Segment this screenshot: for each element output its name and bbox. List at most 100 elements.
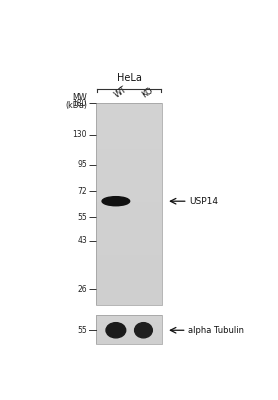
Bar (96, 139, 162, 140)
Bar (96, 268, 162, 269)
Bar (96, 211, 162, 212)
Text: alpha Tubulin: alpha Tubulin (188, 326, 244, 335)
Bar (96, 160, 162, 161)
Bar (96, 230, 162, 232)
Bar (96, 171, 162, 172)
Bar (96, 284, 162, 285)
Bar (96, 134, 162, 135)
Bar (96, 203, 162, 204)
Bar (96, 130, 162, 131)
Bar (96, 304, 162, 305)
Bar (96, 133, 162, 134)
Bar (96, 143, 162, 144)
Bar (96, 180, 162, 181)
Bar (96, 251, 162, 252)
Bar (96, 208, 162, 209)
Bar (96, 273, 162, 274)
Bar (96, 205, 162, 206)
Bar (96, 274, 162, 275)
Bar (96, 236, 162, 238)
Bar (96, 118, 162, 120)
Bar (96, 261, 162, 262)
Bar (96, 298, 162, 299)
Text: WT: WT (112, 84, 128, 100)
Text: MW: MW (72, 93, 87, 102)
Bar (96, 257, 162, 258)
Bar (96, 142, 162, 143)
Bar (96, 192, 162, 193)
Bar (96, 262, 162, 263)
Bar (96, 126, 162, 127)
Bar (96, 240, 162, 241)
Text: 180: 180 (73, 99, 87, 108)
Bar (96, 301, 162, 302)
Bar (96, 145, 162, 146)
Bar (96, 254, 162, 255)
Bar (96, 287, 162, 288)
Bar (96, 204, 162, 205)
Bar (96, 104, 162, 106)
Bar (96, 247, 162, 248)
Bar (96, 194, 162, 195)
Bar (96, 209, 162, 210)
Text: 43: 43 (77, 236, 87, 245)
Bar (96, 285, 162, 286)
Bar (96, 151, 162, 152)
Bar (96, 228, 162, 230)
Bar (96, 242, 162, 243)
Bar (96, 201, 162, 202)
Bar (96, 290, 162, 291)
Bar (96, 302, 162, 303)
Bar (96, 146, 162, 147)
Bar (96, 122, 162, 123)
Bar (96, 196, 162, 197)
Bar (96, 213, 162, 214)
Text: 130: 130 (72, 130, 87, 139)
Bar (96, 170, 162, 171)
Bar (96, 152, 162, 153)
Bar (96, 263, 162, 264)
Bar (96, 188, 162, 189)
Bar (96, 177, 162, 178)
Bar (96, 272, 162, 273)
Bar (96, 198, 162, 199)
Bar (96, 193, 162, 194)
Ellipse shape (106, 323, 126, 338)
Bar (96, 281, 162, 282)
Bar (96, 265, 162, 266)
Bar (96, 128, 162, 129)
Bar (96, 116, 162, 118)
Bar (96, 238, 162, 239)
Bar (96, 176, 162, 177)
Bar (96, 182, 162, 183)
Bar (96, 129, 162, 130)
Bar (96, 141, 162, 142)
Bar (96, 181, 162, 182)
Bar (96, 125, 162, 126)
Bar (96, 108, 162, 110)
Bar (96, 114, 162, 116)
Bar (96, 206, 162, 207)
Bar (96, 280, 162, 281)
Bar (96, 269, 162, 270)
Bar (96, 300, 162, 301)
Bar (96, 185, 162, 186)
Bar (96, 224, 162, 226)
Bar (96, 164, 162, 165)
Bar (96, 297, 162, 298)
Bar (96, 158, 162, 159)
Bar (96, 186, 162, 187)
Bar (96, 154, 162, 155)
Bar (96, 222, 162, 224)
Bar (96, 135, 162, 136)
Bar (96, 189, 162, 190)
Bar (96, 282, 162, 283)
Bar (96, 127, 162, 128)
Bar (96, 159, 162, 160)
Bar (96, 246, 162, 247)
Text: 55: 55 (77, 326, 87, 335)
Bar (96, 179, 162, 180)
Bar (96, 234, 162, 236)
Bar (96, 140, 162, 141)
Bar (96, 248, 162, 249)
